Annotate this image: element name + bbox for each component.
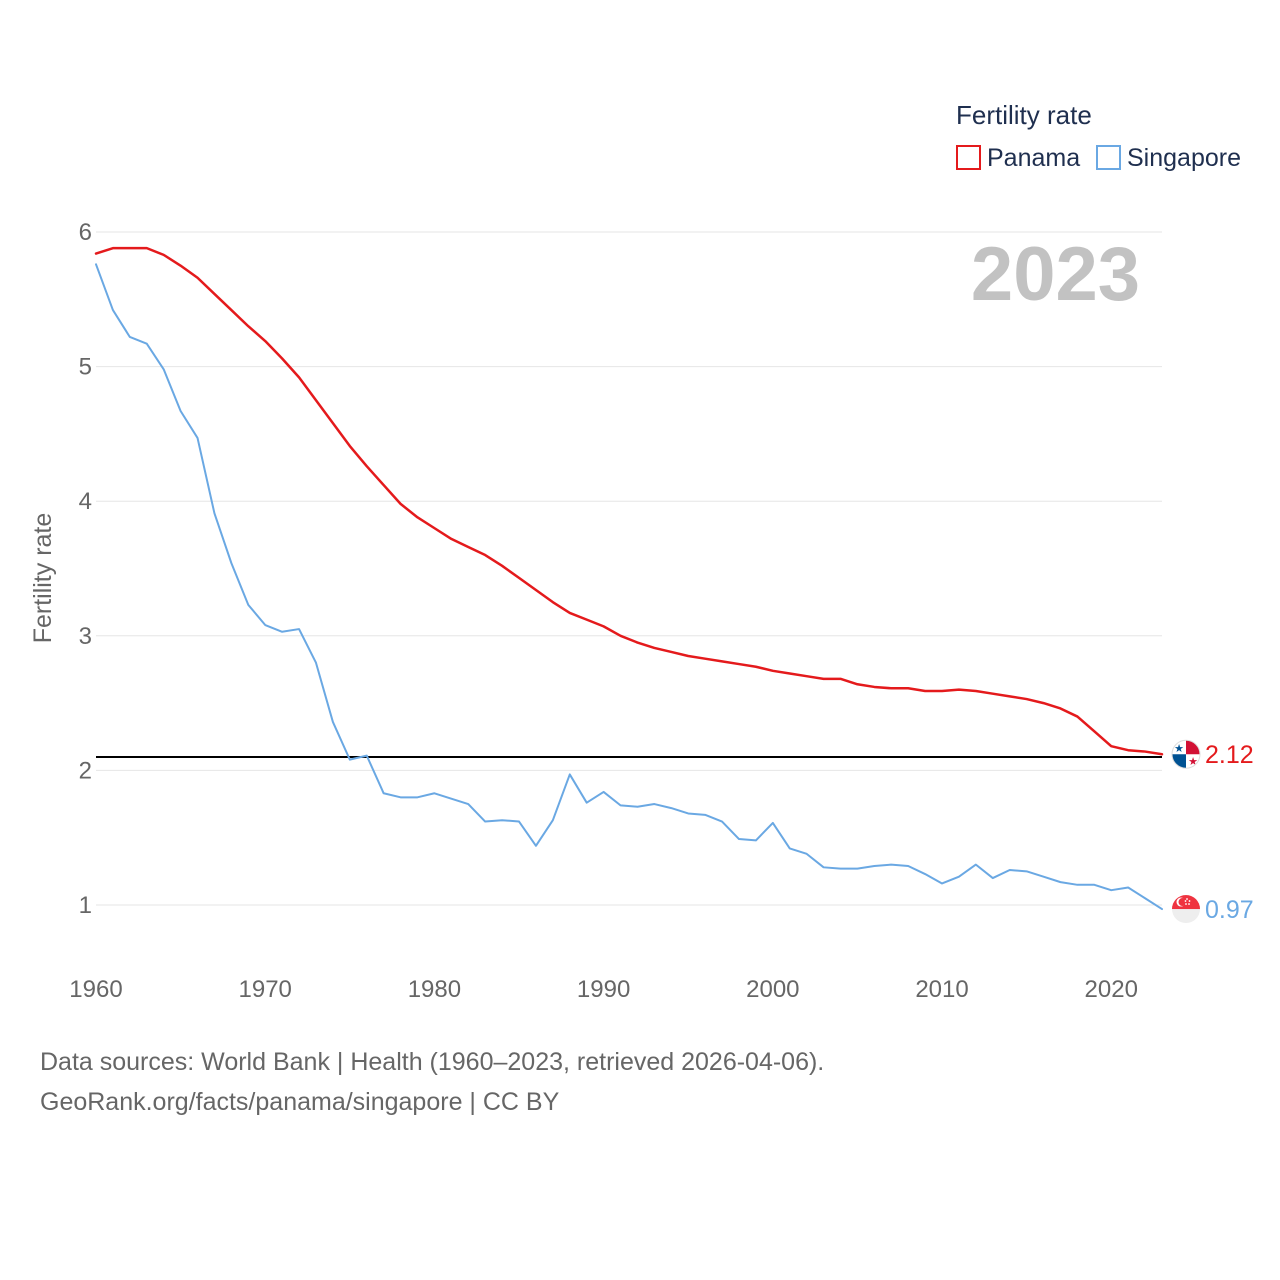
y-axis-title: Fertility rate bbox=[29, 513, 57, 644]
legend-swatch-singapore bbox=[1096, 145, 1121, 170]
x-tick-label-1960: 1960 bbox=[69, 976, 122, 1003]
singapore-flag-icon bbox=[1172, 895, 1200, 924]
legend: Fertility rate Panama Singapore bbox=[956, 100, 1241, 172]
svg-text:★: ★ bbox=[1174, 742, 1184, 755]
svg-text:★: ★ bbox=[1188, 755, 1198, 768]
y-axis-ticks: 1 2 3 4 5 6 bbox=[79, 219, 92, 919]
x-tick-label-2000: 2000 bbox=[746, 976, 799, 1003]
y-tick-label-3: 3 bbox=[79, 623, 92, 650]
data-sources-note: Data sources: World Bank | Health (1960–… bbox=[40, 1048, 825, 1076]
credit-line: GeoRank.org/facts/panama/singapore | CC … bbox=[40, 1088, 560, 1116]
y-tick-label-4: 4 bbox=[79, 488, 92, 515]
panama-flag-icon: ★ ★ bbox=[1171, 739, 1201, 769]
x-tick-label-1980: 1980 bbox=[408, 976, 461, 1003]
x-tick-label-2020: 2020 bbox=[1085, 976, 1138, 1003]
line-chart: 1 2 3 4 5 6 1960 1970 1980 1990 2000 2010 2020 Fert… bbox=[29, 100, 1254, 1003]
y-tick-label-5: 5 bbox=[79, 354, 92, 381]
x-tick-label-2010: 2010 bbox=[915, 976, 968, 1003]
y-tick-label-6: 6 bbox=[79, 219, 92, 246]
series-lines bbox=[94, 246, 1164, 911]
end-label-singapore: 0.97 bbox=[1205, 896, 1254, 924]
legend-item-panama[interactable]: Panama bbox=[956, 144, 1080, 172]
footer: Data sources: World Bank | Health (1960–… bbox=[40, 1042, 824, 1122]
legend-item-singapore[interactable]: Singapore bbox=[1096, 144, 1241, 172]
x-tick-label-1970: 1970 bbox=[239, 976, 292, 1003]
year-label: 2023 bbox=[971, 232, 1140, 317]
legend-label-panama: Panama bbox=[987, 144, 1080, 172]
y-tick-label-2: 2 bbox=[79, 757, 92, 784]
end-label-panama: 2.12 bbox=[1205, 741, 1254, 769]
legend-swatch-panama bbox=[956, 145, 981, 170]
x-axis-ticks: 1960 1970 1980 1990 2000 2010 2020 bbox=[69, 976, 1138, 1003]
series-line-singapore bbox=[95, 263, 1163, 911]
series-line-panama bbox=[94, 246, 1164, 756]
x-tick-label-1990: 1990 bbox=[577, 976, 630, 1003]
y-tick-label-1: 1 bbox=[79, 892, 92, 919]
legend-title: Fertility rate bbox=[956, 100, 1092, 130]
legend-label-singapore: Singapore bbox=[1127, 144, 1241, 172]
gridlines bbox=[96, 231, 1162, 906]
